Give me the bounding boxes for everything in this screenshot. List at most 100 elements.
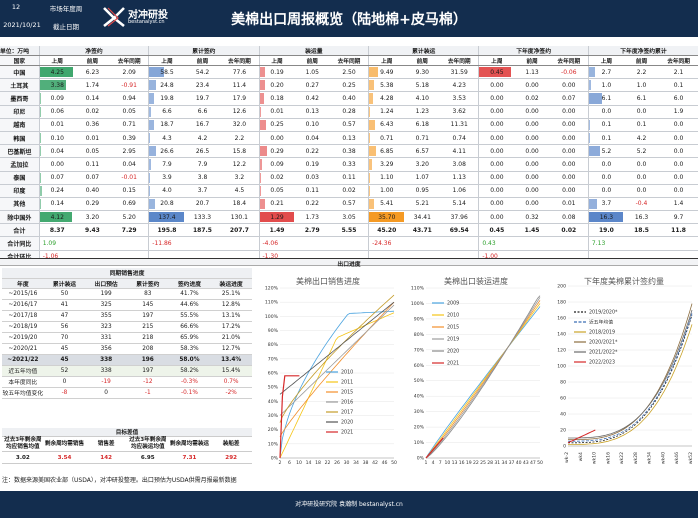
value-cell: 12.2 [220,157,259,172]
target-value: 3.02 [2,451,44,464]
series-line [279,304,395,416]
cell-value: 1.13 [452,174,466,182]
cell-value: 0.0 [673,187,684,195]
data-bar [149,212,185,223]
column-header: 前周 [184,55,221,66]
value-cell: 0.00 [258,131,295,146]
cell-value: 45.20 [377,226,397,234]
cell-value: 0.02 [270,174,284,182]
value-cell: 0.95 [404,184,441,198]
cell-value: 0.01 [50,121,64,129]
table-row: 孟加拉 0.00 0.11 0.04 7.9 7.9 12.2 0.09 0.19 0.33 3.2… [0,157,698,172]
value-cell: 0.45 [478,65,515,80]
y-tick-label: 20% [414,425,425,431]
value-cell: 1.9 [659,105,698,119]
value-cell: 1.45 [514,223,550,238]
y-tick-label: 90% [268,328,279,334]
progress-subtitle: 同期销售进度 [2,268,252,279]
cell-value: 0.03 [305,174,319,182]
series-line [425,297,541,459]
value-cell: 0.71 [110,118,149,132]
column-header: 去年同期 [659,55,698,66]
x-tick-label: wk34 [647,452,653,464]
cell-value: 4.25 [50,68,64,76]
cell-value: 0.1 [601,121,612,129]
progress-cell: 0 [43,376,86,388]
cell-value: 1.29 [270,213,284,221]
value-cell: 187.5 [184,223,221,238]
value-cell: 0.00 [514,197,550,212]
cell-value: 0.1 [636,121,647,129]
change-value: 1.09 [38,236,75,251]
data-bar [40,212,72,223]
value-cell: 0.10 [294,118,330,132]
value-cell: -0.91 [110,78,149,93]
progress-cell: 12.8% [210,299,252,311]
value-cell: 3.2 [220,171,259,185]
value-cell: 1.23 [404,105,441,119]
cell-value: 0.71 [415,134,429,142]
value-cell: 54.2 [184,65,221,80]
y-tick-label: 20% [268,427,279,433]
legend-label: 近五年均值 [589,319,613,326]
data-bar [149,119,154,130]
value-cell: 9.49 [368,65,405,80]
column-header: 去年同期 [220,55,259,66]
data-bar [589,198,597,210]
cell-value: 0.13 [342,134,356,142]
cell-value: 207.7 [229,226,249,234]
data-bar [369,159,373,170]
cell-value: 0.0 [636,160,647,168]
cell-value: 0.0 [636,108,647,116]
data-bar [40,198,41,210]
cell-value: 19.0 [598,226,614,234]
value-cell: 1.0 [623,78,660,93]
column-header: 上周 [587,55,624,66]
x-tick-label: wk22 [619,452,625,464]
cell-value: 1.00 [380,187,394,195]
data-bar [479,67,511,78]
value-cell: 9.43 [74,223,111,238]
progress-cell: 13.1% [210,310,252,322]
cell-value: 0.69 [122,200,136,208]
series-line [568,303,693,440]
next-year-commitments-chart: 下年度美棉累计签约量 0 20 40 60 80 100 120 140 160 180 200 wk-… [557,276,694,464]
data-bar [149,146,156,157]
target-header: 剩余周均需装运 [168,436,211,452]
cell-value: 0.00 [490,81,504,89]
series-line [279,301,395,395]
value-cell: 0.00 [478,210,515,225]
value-cell: 6.43 [368,118,405,132]
series-line [425,303,541,459]
cell-value: 1.74 [85,81,100,89]
progress-cell: 196 [126,354,169,366]
legend-label: 2009 [447,301,459,307]
country-name: 泰国 [0,171,40,185]
unit-label: 单位：万吨 [0,46,40,56]
cell-value: 0.04 [122,160,136,168]
progress-cell: 58.3% [168,343,211,355]
value-cell: 0.0 [659,144,698,159]
chart-title: 美棉出口装运进度 [444,276,508,286]
cell-value: 6.1 [601,94,612,102]
x-tick-label: wk10 [592,452,598,464]
legend-label: 2020/2021* [589,340,618,346]
empty-cell [659,236,698,251]
cell-value: 0.0 [673,147,684,155]
table-row: 印尼 0.06 0.02 0.05 6.6 6.6 12.6 0.01 0.13 0.28 1.24… [0,105,698,119]
value-cell: 6.57 [404,144,441,159]
x-tick-label: 42 [372,460,378,466]
cell-value: 54.2 [195,68,210,76]
value-cell: 4.10 [404,91,441,106]
cell-value: 1.23 [415,108,429,116]
value-cell: 3.9 [148,171,185,185]
value-cell: 16.3 [623,210,660,225]
logo-x-icon [103,7,125,28]
cell-value: 37.96 [450,213,468,221]
cell-value: 5.2 [636,147,647,155]
data-bar [149,198,155,210]
data-bar [149,172,151,183]
value-cell: 0.13 [294,105,330,119]
cell-value: 23.4 [195,81,210,89]
data-bar [259,198,266,210]
